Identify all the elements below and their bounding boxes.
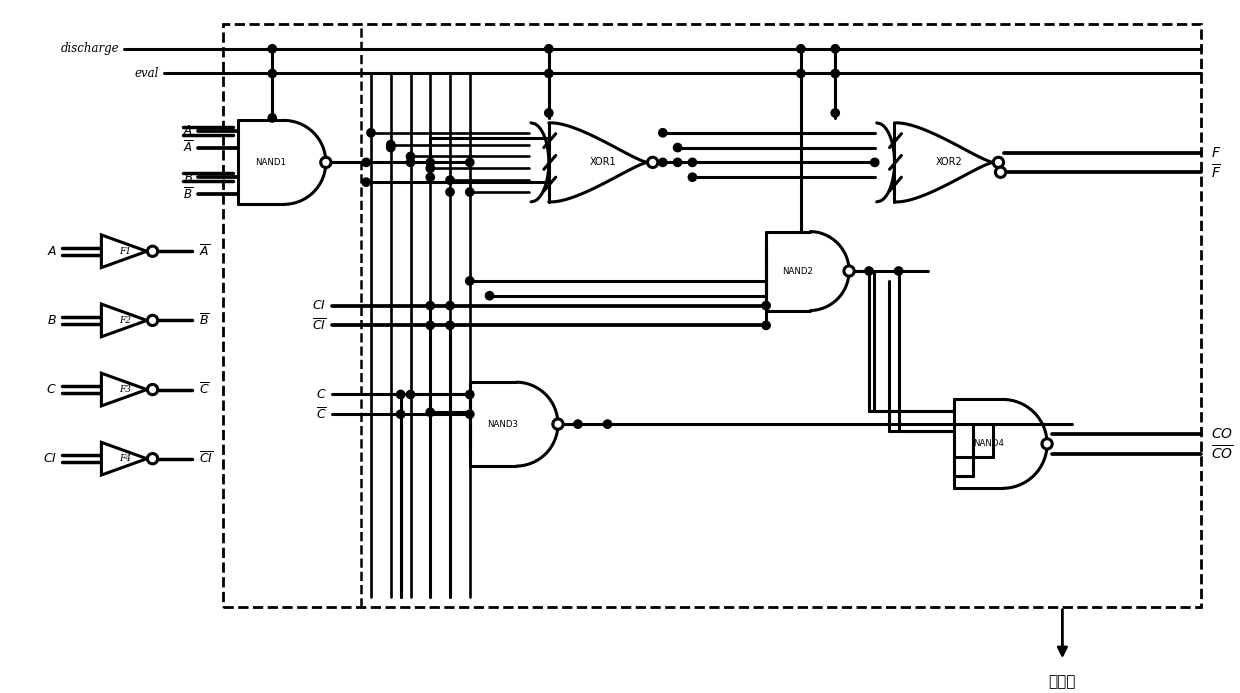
Circle shape [797,69,805,78]
Circle shape [673,158,682,166]
Circle shape [148,453,157,464]
Circle shape [148,246,157,256]
Circle shape [362,178,371,186]
Circle shape [688,173,697,182]
Circle shape [446,301,454,310]
Text: F1: F1 [119,247,131,256]
Text: $C$: $C$ [316,388,326,401]
Circle shape [268,44,277,53]
Circle shape [647,157,658,168]
Text: $\overline{A}$: $\overline{A}$ [182,140,193,155]
Circle shape [446,176,454,184]
Text: $A$: $A$ [47,245,57,258]
Text: F4: F4 [119,454,131,463]
Circle shape [544,69,553,78]
Circle shape [544,44,553,53]
Text: NAND1: NAND1 [255,158,286,167]
Circle shape [397,390,404,398]
Circle shape [268,69,277,78]
Text: $B$: $B$ [47,314,57,327]
Circle shape [321,157,331,168]
Text: $C$: $C$ [46,383,57,396]
Text: $\overline{C}$: $\overline{C}$ [200,382,210,397]
Circle shape [397,410,404,419]
Text: $\overline{CI}$: $\overline{CI}$ [312,317,326,333]
Circle shape [688,158,697,166]
Text: $\overline{CO}$: $\overline{CO}$ [1210,445,1233,463]
Polygon shape [102,374,146,406]
Circle shape [761,321,770,329]
Circle shape [466,410,474,419]
Circle shape [574,420,582,428]
Circle shape [1042,439,1053,449]
Circle shape [387,143,394,152]
Circle shape [446,188,454,196]
Polygon shape [102,304,146,337]
Circle shape [407,158,414,166]
Text: $B$: $B$ [184,170,193,184]
Polygon shape [102,442,146,475]
Text: F2: F2 [119,316,131,325]
Text: NAND3: NAND3 [487,420,518,428]
Circle shape [362,158,371,166]
Text: $F$: $F$ [1210,146,1220,159]
Circle shape [387,141,394,149]
Text: $\overline{F}$: $\overline{F}$ [1210,163,1220,182]
Circle shape [485,292,494,300]
Text: 全加器: 全加器 [1049,674,1076,689]
Text: eval: eval [134,67,159,80]
Circle shape [427,158,434,166]
Circle shape [658,158,667,166]
Circle shape [427,301,434,310]
Circle shape [544,109,553,117]
Circle shape [864,267,873,275]
Text: XOR1: XOR1 [590,157,616,168]
Circle shape [427,321,434,329]
Text: NAND4: NAND4 [973,439,1004,448]
Circle shape [894,267,903,275]
Circle shape [797,44,805,53]
Text: $\overline{B}$: $\overline{B}$ [184,186,193,202]
Circle shape [831,109,839,117]
Circle shape [427,408,434,416]
Text: $CI$: $CI$ [43,453,57,465]
Circle shape [268,114,277,122]
Text: NAND2: NAND2 [781,267,812,276]
Circle shape [466,188,474,196]
Polygon shape [102,235,146,267]
Text: $CI$: $CI$ [312,299,326,312]
Circle shape [427,173,434,182]
Circle shape [870,158,879,166]
Text: $A$: $A$ [184,124,193,137]
Circle shape [466,277,474,285]
Text: $\overline{B}$: $\overline{B}$ [200,313,210,328]
Circle shape [553,419,563,429]
Circle shape [148,385,157,395]
Text: $CO$: $CO$ [1210,427,1233,441]
Circle shape [427,164,434,173]
Circle shape [466,158,474,166]
Text: $\overline{A}$: $\overline{A}$ [200,243,211,259]
Text: XOR2: XOR2 [935,157,962,168]
Circle shape [407,390,414,398]
Text: discharge: discharge [61,42,119,55]
Circle shape [658,129,667,137]
Circle shape [831,44,839,53]
Circle shape [831,69,839,78]
Circle shape [466,390,474,398]
Text: $\overline{C}$: $\overline{C}$ [316,407,326,422]
Circle shape [148,315,157,326]
Text: $\overline{CI}$: $\overline{CI}$ [200,451,213,466]
Circle shape [407,152,414,161]
Circle shape [993,157,1003,168]
Circle shape [673,143,682,152]
Circle shape [996,167,1006,177]
Text: F3: F3 [119,385,131,394]
Circle shape [367,129,376,137]
Circle shape [844,266,854,277]
Circle shape [604,420,611,428]
Circle shape [761,301,770,310]
Circle shape [446,321,454,329]
